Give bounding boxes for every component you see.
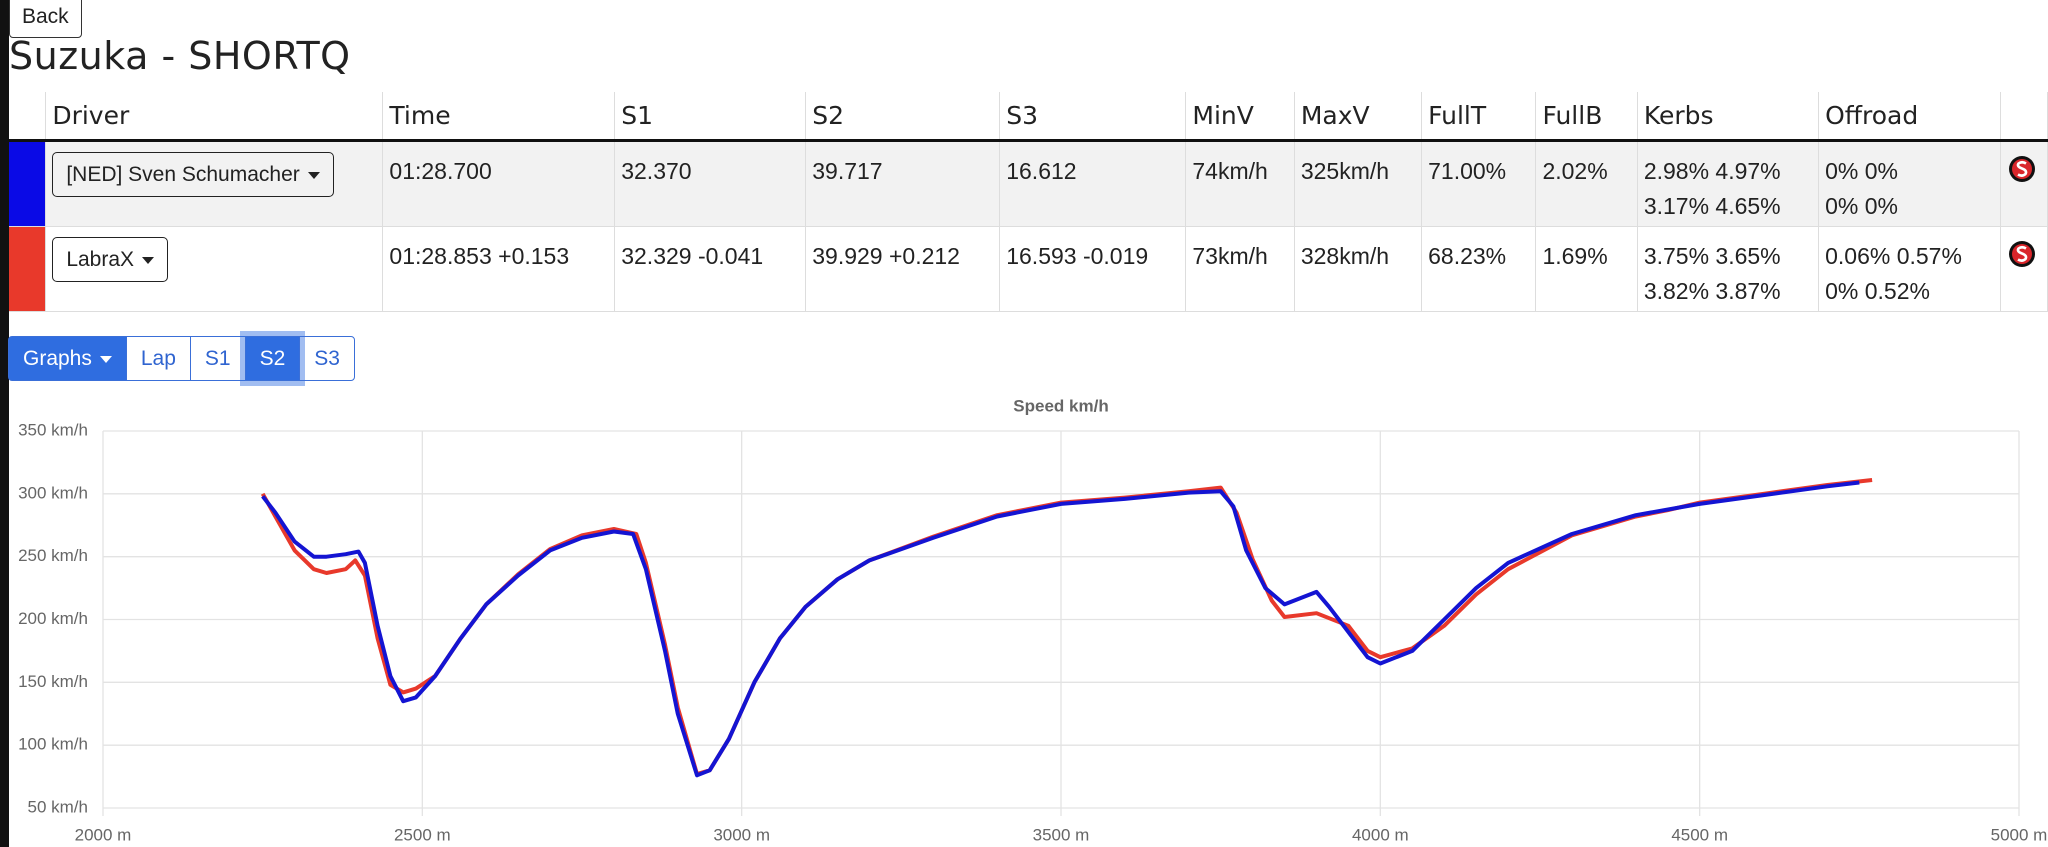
header-cell: FullB bbox=[1535, 92, 1638, 142]
header-cell bbox=[9, 92, 47, 142]
steam-icon[interactable] bbox=[2007, 154, 2037, 184]
y-tick-label: 200 km/h bbox=[18, 609, 88, 628]
header-cell: MinV bbox=[1185, 92, 1295, 142]
driver-name: [NED] Sven Schumacher bbox=[66, 163, 300, 186]
driver-dropdown[interactable]: LabraX bbox=[52, 237, 169, 282]
y-tick-label: 350 km/h bbox=[18, 420, 88, 439]
x-tick-label: 3500 m bbox=[1033, 825, 1090, 844]
table-cell: 32.370 bbox=[614, 140, 807, 227]
caret bbox=[99, 355, 112, 363]
caret bbox=[142, 256, 155, 264]
header-cell: S2 bbox=[805, 92, 1001, 142]
speed-chart: Speed km/h 50 km/h 100 km/h 150 km/h 200 km/… bbox=[18, 396, 2048, 844]
y-tick-label: 300 km/h bbox=[18, 483, 88, 502]
x-tick-label: 2500 m bbox=[394, 825, 451, 844]
header-cell: Time bbox=[382, 92, 616, 142]
table-cell: 01:28.853 +0.153 bbox=[382, 226, 616, 312]
chart-title: Speed km/h bbox=[1013, 396, 1108, 415]
x-tick-label: 2000 m bbox=[75, 825, 132, 844]
dropdown-label: Graphs bbox=[23, 347, 92, 370]
y-tick-label: 100 km/h bbox=[18, 735, 88, 754]
offroad-cell: 0% 0% 0% 0% bbox=[1818, 140, 2001, 227]
header-cell: S1 bbox=[614, 92, 807, 142]
table-cell: 39.717 bbox=[805, 140, 1001, 227]
table-cell: 73km/h bbox=[1185, 226, 1295, 312]
speed-line bbox=[260, 478, 1873, 777]
table-cell: 68.23% bbox=[1421, 226, 1537, 312]
kerbs-cell: 2.98% 4.97% 3.17% 4.65% bbox=[1637, 140, 1820, 227]
graphs-dropdown[interactable]: Graphs bbox=[8, 336, 127, 381]
icon-glyph bbox=[2016, 245, 2028, 262]
icon-cell bbox=[2000, 226, 2048, 312]
offroad-line: 0% 0.52% bbox=[1825, 278, 1930, 304]
x-tick-label: 4500 m bbox=[1671, 825, 1728, 844]
table-cell: 325km/h bbox=[1294, 140, 1423, 227]
lap-table: Driver Time S1 S2 S3 MinV MaxV FullT FullB Kerbs O… bbox=[9, 92, 2048, 312]
table-cell: 74km/h bbox=[1185, 140, 1295, 227]
kerbs-line: 3.75% 3.65% bbox=[1643, 243, 1781, 269]
table-cell: 2.02% bbox=[1535, 140, 1638, 227]
page-title: Suzuka - SHORTQ bbox=[9, 34, 351, 78]
driver-row: LabraX 01:28.853 +0.153 32.329 -0.041 39.92… bbox=[9, 226, 2048, 312]
header-cell bbox=[2000, 92, 2048, 142]
icon-cell bbox=[2000, 140, 2048, 227]
offroad-line: 0% 0% bbox=[1825, 158, 1898, 184]
header-cell: Kerbs bbox=[1637, 92, 1820, 142]
table-cell: 1.69% bbox=[1535, 226, 1638, 312]
header-cell: FullT bbox=[1421, 92, 1537, 142]
table-cell: 16.593 -0.019 bbox=[999, 226, 1187, 312]
table-cell: 328km/h bbox=[1294, 226, 1423, 312]
table-cell: 39.929 +0.212 bbox=[805, 226, 1001, 312]
x-tick-label: 4000 m bbox=[1352, 825, 1409, 844]
back-button[interactable]: Back bbox=[9, 0, 82, 38]
caret bbox=[307, 171, 320, 179]
y-tick-label: 250 km/h bbox=[18, 546, 88, 565]
driver-row: [NED] Sven Schumacher 01:28.700 32.370 39.7… bbox=[9, 140, 2048, 227]
kerbs-line: 3.17% 4.65% bbox=[1643, 193, 1781, 219]
driver-dropdown[interactable]: [NED] Sven Schumacher bbox=[52, 152, 334, 197]
kerbs-line: 2.98% 4.97% bbox=[1643, 158, 1781, 184]
tab-button[interactable]: Lap bbox=[125, 336, 191, 381]
table-cell: 71.00% bbox=[1421, 140, 1537, 227]
header-cell: S3 bbox=[999, 92, 1187, 142]
speed-line bbox=[261, 480, 1860, 778]
header-cell: MaxV bbox=[1294, 92, 1423, 142]
offroad-line: 0.06% 0.57% bbox=[1825, 243, 1962, 269]
tab-button[interactable]: S1 bbox=[189, 336, 246, 381]
offroad-cell: 0.06% 0.57% 0% 0.52% bbox=[1818, 226, 2001, 312]
table-cell: 16.612 bbox=[999, 140, 1187, 227]
tab-button[interactable]: S2 bbox=[244, 336, 301, 381]
y-tick-label: 150 km/h bbox=[18, 672, 88, 691]
x-tick-label: 3000 m bbox=[713, 825, 770, 844]
driver-color bbox=[9, 140, 47, 227]
window-edge bbox=[0, 0, 9, 847]
offroad-line: 0% 0% bbox=[1825, 193, 1898, 219]
table-cell: 01:28.700 bbox=[382, 140, 616, 227]
driver-name: LabraX bbox=[66, 248, 135, 271]
graph-tabs: Graphs Lap S1 S2 S3 bbox=[8, 336, 355, 381]
header-row: Driver Time S1 S2 S3 MinV MaxV FullT FullB Kerbs O… bbox=[9, 92, 2048, 142]
table-cell: 32.329 -0.041 bbox=[614, 226, 807, 312]
driver-cell: [NED] Sven Schumacher bbox=[45, 140, 384, 227]
steam-icon[interactable] bbox=[2007, 239, 2037, 269]
y-tick-label: 50 km/h bbox=[28, 797, 88, 816]
tab-button[interactable]: S3 bbox=[299, 336, 355, 381]
header-cell: Offroad bbox=[1818, 92, 2001, 142]
header-cell: Driver bbox=[45, 92, 384, 142]
x-tick-label: 5000 m bbox=[1991, 825, 2048, 844]
kerbs-cell: 3.75% 3.65% 3.82% 3.87% bbox=[1637, 226, 1820, 312]
driver-cell: LabraX bbox=[45, 226, 384, 312]
driver-color bbox=[9, 226, 47, 312]
icon-glyph bbox=[2016, 160, 2028, 177]
kerbs-line: 3.82% 3.87% bbox=[1643, 278, 1781, 304]
